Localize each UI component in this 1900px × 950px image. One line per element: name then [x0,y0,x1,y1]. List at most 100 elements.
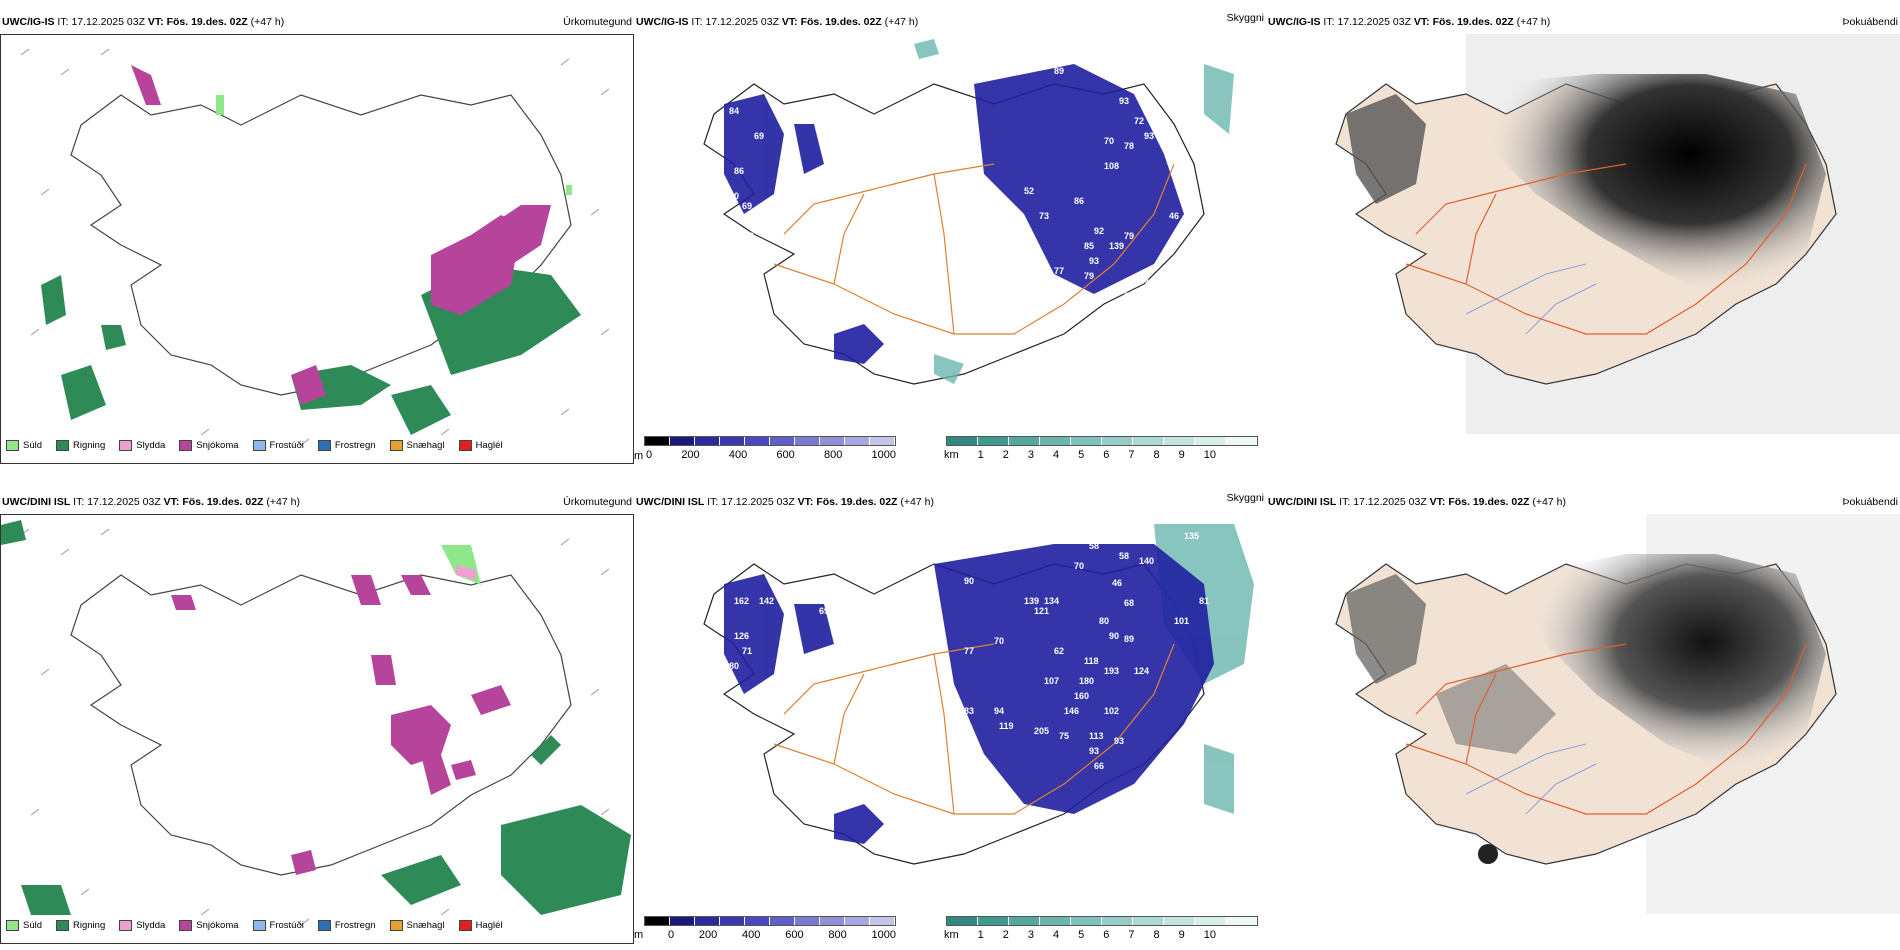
colorbar-segment [947,437,978,445]
svg-text:58: 58 [784,686,794,696]
precip-map [0,514,634,944]
svg-text:46: 46 [1112,578,1122,588]
svg-text:66: 66 [1094,761,1104,771]
svg-text:126: 126 [734,631,749,641]
colorbar-segment [1195,917,1226,925]
svg-text:102: 102 [1014,276,1029,286]
colorbar-segment [820,917,845,925]
cloud-base-ticks: m 0 200 400 600 800 1000 [634,929,896,941]
sleet-areas [456,565,476,580]
fog-map [1266,34,1900,434]
svg-text:70: 70 [994,636,1004,646]
svg-text:79: 79 [1124,231,1134,241]
svg-text:102: 102 [1104,706,1119,716]
colorbar-segment [820,437,845,445]
visibility-map: 58 70 58 140 46 135 81 68 80 90 89 101 6… [634,514,1266,914]
panel-header: UWC/IG-IS IT: 17.12.2025 03Z VT: Fös. 19… [636,16,919,28]
svg-text:193: 193 [1104,666,1119,676]
svg-text:68: 68 [1124,598,1134,608]
svg-text:93: 93 [1114,736,1124,746]
svg-text:80: 80 [1099,616,1109,626]
colorbar-segment [720,437,745,445]
iceland-precip-map [20,48,610,446]
svg-text:76: 76 [1064,336,1074,346]
svg-text:140: 140 [1139,556,1154,566]
svg-text:75: 75 [1059,731,1069,741]
colorbar-segment [770,437,795,445]
svg-text:88: 88 [1109,71,1119,81]
svg-text:90: 90 [964,576,974,586]
road-network [773,163,1175,335]
iceland-coastline [70,574,572,876]
legend-item: Súld [6,920,42,931]
svg-text:86: 86 [734,166,744,176]
precip-type-panel-bottom: UWC/DINI ISL IT: 17.12.2025 03Z VT: Fös.… [0,492,634,944]
iceland-visibility-map: 58 70 58 140 46 135 81 68 80 90 89 101 6… [703,524,1254,866]
svg-text:89: 89 [1124,634,1134,644]
precip-legend: Súld Rigning Slydda Snjókoma Frostúði Fr… [6,920,503,931]
legend-item: Slydda [119,440,165,451]
colorbar-segment [1009,437,1040,445]
panel-header: UWC/DINI ISL IT: 17.12.2025 03Z VT: Fös.… [2,496,300,508]
panel-title: Skyggni [1226,492,1264,504]
svg-text:107: 107 [1044,676,1059,686]
svg-text:134: 134 [1044,596,1059,606]
svg-text:77: 77 [964,646,974,656]
visibility-km-colorbar [946,916,1258,926]
svg-text:77: 77 [1054,266,1064,276]
colorbar-segment [870,437,895,445]
svg-text:90: 90 [1109,631,1119,641]
legend-item: Frostregn [317,440,376,451]
svg-text:69: 69 [742,201,752,211]
svg-text:162: 162 [734,596,749,606]
svg-text:72: 72 [849,376,859,386]
svg-text:80: 80 [729,661,739,671]
legend-item: Haglél [458,440,503,451]
visibility-panel-bottom: UWC/DINI ISL IT: 17.12.2025 03Z VT: Fös.… [634,492,1321,944]
svg-text:73: 73 [1039,211,1049,221]
colorbar-segment [1102,437,1133,445]
fog-westfjords [1346,94,1426,204]
panel-title: Þokuábendi [1842,496,1898,508]
colorbar-segment [1040,437,1071,445]
cloud-base-ticks: 0 200 400 600 800 1000 [646,449,896,461]
fog-westfjords [1346,574,1426,684]
svg-text:58: 58 [1089,541,1099,551]
colorbar-segment [795,917,820,925]
precip-legend: Súld Rigning Slydda Snjókoma Frostúði Fr… [6,440,503,451]
legend-item: Snæhagl [389,920,445,931]
legend-item: Rigning [56,440,105,451]
svg-text:72: 72 [1134,116,1144,126]
colorbar-segment [845,437,870,445]
svg-text:55: 55 [1064,836,1074,846]
colorbar-segment [1133,437,1164,445]
svg-text:69: 69 [754,131,764,141]
colorbar-segment [1071,437,1102,445]
svg-text:48: 48 [1159,251,1169,261]
colorbar-segment [1102,917,1133,925]
svg-text:118: 118 [1084,656,1099,666]
svg-text:180: 180 [1079,676,1094,686]
svg-text:106: 106 [994,246,1009,256]
svg-text:142: 142 [759,596,774,606]
colorbar-segment [645,917,670,925]
svg-text:92: 92 [1094,226,1104,236]
svg-text:70: 70 [1074,561,1084,571]
colorbar-segment [1009,917,1040,925]
road-network [1405,643,1807,815]
svg-text:93: 93 [1089,256,1099,266]
colorbar-segment [1164,917,1195,925]
iceland-fog-map [1335,34,1900,434]
visibility-km-ticks: km 1 2 3 4 5 6 7 8 9 10 [944,929,1217,941]
svg-text:160: 160 [1074,691,1089,701]
legend-item: Súld [6,440,42,451]
svg-text:71: 71 [742,646,752,656]
cloud-base-colorbar [634,916,896,926]
legend-item: Rigning [56,920,105,931]
panel-header: UWC/IG-IS IT: 17.12.2025 03Z VT: Fös. 19… [1268,16,1551,28]
svg-text:85: 85 [1084,241,1094,251]
rivers [1465,263,1597,335]
low-visibility-areas [724,544,1214,844]
rivers [1465,743,1597,815]
legend-item: Snjókoma [179,920,239,931]
